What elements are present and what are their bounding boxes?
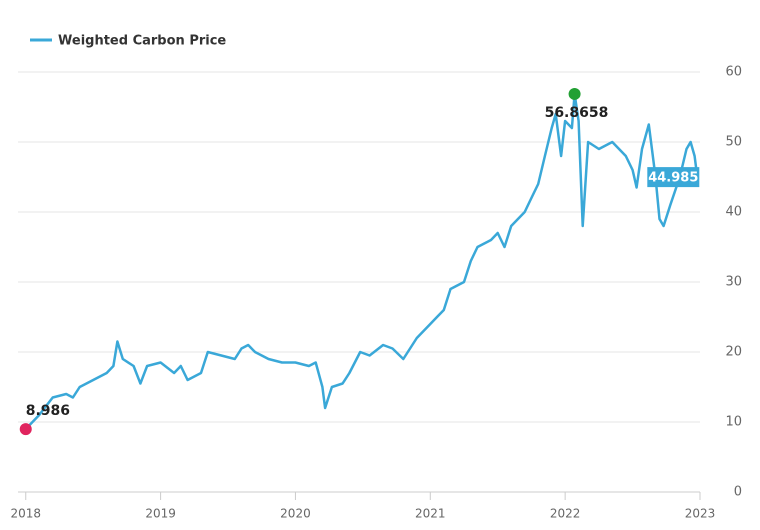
point-label: 56.8658	[545, 105, 609, 121]
x-tick-label: 2019	[145, 507, 176, 521]
x-tick-label: 2021	[415, 507, 446, 521]
y-tick-label: 0	[734, 485, 742, 500]
y-tick-label: 30	[725, 275, 742, 290]
y-tick-label: 40	[725, 205, 742, 220]
y-tick-label: 60	[725, 65, 742, 80]
highlight-point	[568, 87, 581, 100]
y-tick-label: 10	[725, 415, 742, 430]
x-tick-label: 2020	[280, 507, 311, 521]
legend-label: Weighted Carbon Price	[58, 34, 226, 49]
y-tick-label: 20	[725, 345, 742, 360]
point-label: 8.986	[26, 403, 70, 419]
x-tick-label: 2023	[685, 507, 716, 521]
end-label: 44.985	[648, 171, 698, 186]
highlight-point	[19, 423, 32, 436]
x-tick-label: 2018	[10, 507, 41, 521]
y-tick-label: 50	[725, 135, 742, 150]
line	[24, 92, 699, 430]
end-label-box	[647, 167, 700, 188]
x-tick-label: 2022	[550, 507, 581, 521]
